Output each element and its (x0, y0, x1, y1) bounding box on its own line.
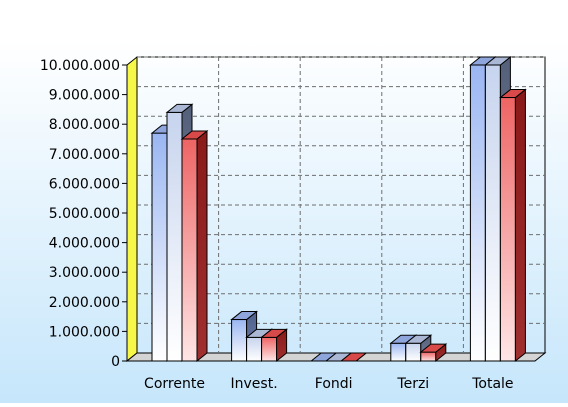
bar-front (261, 336, 278, 362)
bar-side (514, 88, 526, 363)
bar (180, 129, 209, 363)
y-tick-label: 9.000.000 (49, 88, 120, 104)
bar-front (390, 342, 407, 362)
bar-front (499, 97, 516, 362)
y-tick-label: 10.000.000 (40, 58, 120, 74)
left-wall (126, 55, 138, 363)
x-category-label: Invest. (231, 376, 278, 392)
y-tick-label: 8.000.000 (49, 117, 120, 133)
bar-front (484, 64, 501, 362)
bar-top (165, 103, 194, 113)
bar-top (419, 343, 448, 353)
x-axis: Corrente Invest. Fondi Terzi Totale (127, 360, 535, 392)
bar-front (181, 138, 198, 362)
x-category-label: Fondi (315, 376, 353, 392)
bar-top (498, 89, 527, 99)
bar-front (405, 342, 422, 362)
y-tick-label: 7.000.000 (49, 147, 120, 163)
y-tick-label: 6.000.000 (49, 176, 120, 192)
bar-top (483, 56, 512, 66)
y-tick-label: 3.000.000 (49, 265, 120, 281)
bar-front (231, 319, 248, 362)
bar-front (246, 336, 263, 362)
y-tick-label: 4.000.000 (49, 236, 120, 252)
y-tick-label: 5.000.000 (49, 206, 120, 222)
bar-front (151, 132, 168, 362)
x-category-label: Terzi (396, 376, 429, 392)
y-axis: 0 1.000.000 2.000.000 3.000.000 4.000.000 5.0… (40, 58, 127, 370)
bar (498, 88, 527, 363)
bar-top (180, 130, 209, 140)
bar-front (166, 111, 183, 362)
x-category-label: Corrente (144, 376, 205, 392)
bar-front (420, 351, 437, 362)
y-tick-label: 2.000.000 (49, 295, 120, 311)
y-tick-label: 1.000.000 (49, 324, 120, 340)
y-tick-label: 0 (111, 354, 120, 370)
bar (260, 328, 289, 363)
bar-front (469, 64, 486, 362)
x-category-label: Totale (471, 376, 513, 392)
bar-top (404, 334, 433, 344)
bar-top (260, 328, 289, 338)
bar-top (230, 311, 259, 321)
bar-side (196, 129, 208, 363)
